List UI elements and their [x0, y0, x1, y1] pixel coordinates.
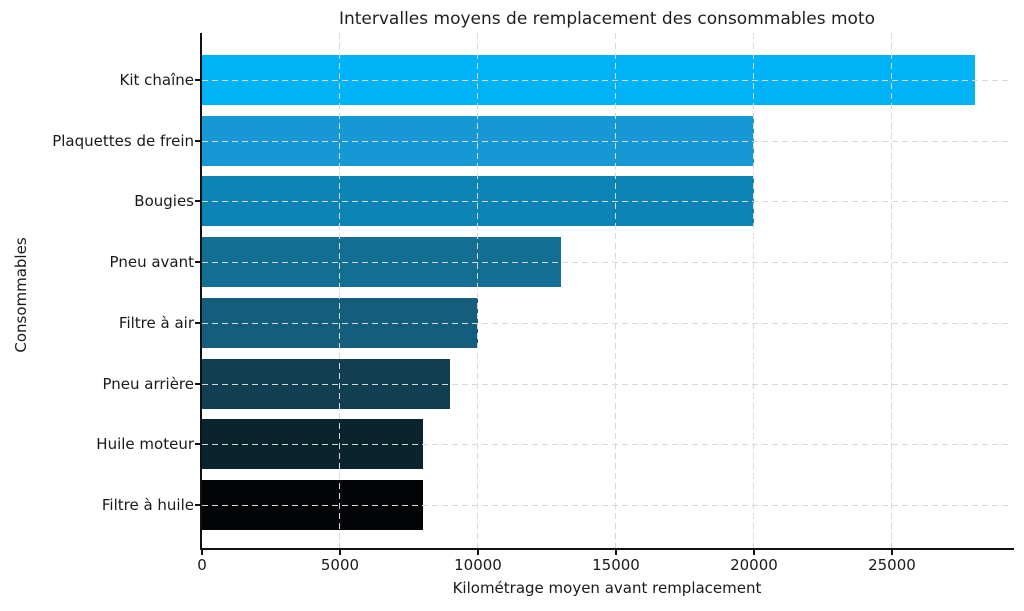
h-gridline	[202, 504, 1012, 506]
x-tick	[614, 550, 617, 555]
y-tick	[195, 382, 200, 385]
plot-area	[202, 33, 1012, 549]
y-tick	[195, 139, 200, 142]
y-tick-label: Plaquettes de frein	[52, 131, 194, 150]
h-gridline	[202, 140, 1012, 142]
x-tick	[476, 550, 479, 555]
y-tick	[195, 503, 200, 506]
h-gridline	[202, 201, 1012, 203]
h-gridline	[202, 322, 1012, 324]
y-tick-label: Pneu arrière	[102, 374, 194, 393]
x-axis-label: Kilométrage moyen avant remplacement	[452, 579, 762, 597]
h-gridline	[202, 80, 1012, 81]
x-tick-label: 15000	[592, 556, 640, 574]
y-tick-label: Kit chaîne	[119, 71, 194, 89]
x-tick	[890, 550, 893, 555]
x-tick	[752, 550, 755, 555]
y-tick-label: Bougies	[134, 192, 194, 211]
y-tick	[195, 200, 200, 203]
y-tick	[195, 321, 200, 324]
v-gridline	[477, 33, 479, 548]
y-tick	[195, 79, 200, 81]
y-tick-label: Huile moteur	[96, 435, 194, 454]
y-tick	[195, 443, 200, 446]
y-axis-spine	[200, 33, 202, 550]
x-tick-label: 0	[197, 556, 207, 574]
h-gridline	[202, 444, 1012, 446]
x-tick-label: 10000	[454, 556, 502, 574]
x-axis-spine	[200, 548, 1014, 550]
x-tick	[338, 550, 341, 555]
y-tick-label: Pneu avant	[109, 253, 194, 272]
x-tick-label: 20000	[730, 556, 778, 574]
x-tick-label: 5000	[320, 556, 360, 574]
h-gridline	[202, 383, 1012, 385]
v-gridline	[891, 33, 893, 548]
h-gridline	[202, 262, 1012, 264]
y-tick-label: Filtre à air	[118, 313, 194, 332]
v-gridline	[753, 33, 755, 548]
x-tick	[201, 550, 203, 555]
v-gridline	[615, 33, 617, 548]
y-tick-label: Filtre à huile	[101, 495, 194, 514]
chart-title: Intervalles moyens de remplacement des c…	[338, 9, 876, 29]
x-tick-label: 25000	[868, 556, 916, 574]
v-gridline	[339, 33, 341, 548]
y-tick	[195, 261, 200, 264]
